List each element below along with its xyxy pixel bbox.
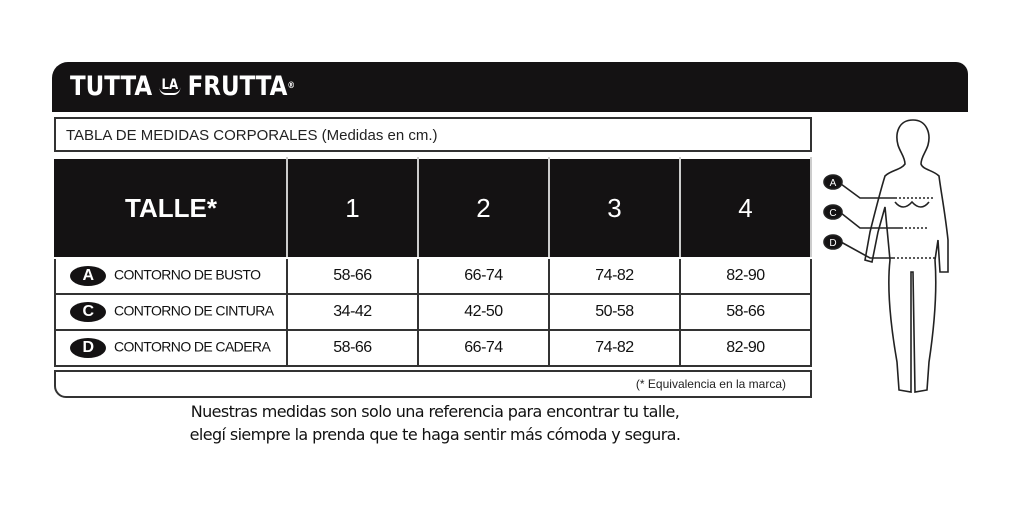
table-cell: 82-90	[679, 257, 812, 295]
svg-text:A: A	[830, 178, 837, 189]
table-row: D CONTORNO DE CADERA 58-66 66-74 74-82 82…	[54, 329, 812, 367]
brand-header-bar	[52, 62, 968, 112]
table-cell: 58-66	[679, 293, 812, 331]
chart-title: TABLA DE MEDIDAS CORPORALES (Medidas en …	[54, 117, 812, 152]
svg-text:D: D	[829, 238, 836, 249]
footnote-box: (* Equivalencia en la marca)	[54, 370, 812, 398]
body-outline	[864, 119, 949, 393]
table-cell: 74-82	[548, 257, 681, 295]
row-label-text: CONTORNO DE BUSTO	[114, 266, 261, 283]
body-figure-illustration: A C D	[823, 119, 949, 393]
svg-text:C: C	[829, 208, 836, 219]
table-cell: 66-74	[417, 329, 550, 367]
table-cell: 42-50	[417, 293, 550, 331]
size-header-label: TALLE*	[54, 157, 288, 259]
brand-logo: TUTTA LA FRUTTA ®	[70, 66, 295, 106]
size-header: 3	[548, 157, 681, 259]
bust-curves	[894, 200, 930, 208]
note-line: Nuestras medidas son solo una referencia…	[190, 402, 680, 421]
table-cell: 58-66	[286, 257, 419, 295]
logo-text-mid: LA	[158, 77, 181, 95]
table-cell: 66-74	[417, 257, 550, 295]
figure-marker-c: C	[823, 204, 843, 220]
badge-d: D	[70, 338, 106, 358]
table-row: C CONTORNO DE CINTURA 34-42 42-50 50-58 5…	[54, 293, 812, 331]
size-header: 2	[417, 157, 550, 259]
row-label: D CONTORNO DE CADERA	[54, 329, 288, 367]
note-line: elegí siempre la prenda que te haga sent…	[189, 425, 681, 444]
size-table: TALLE* 1 2 3 4 A CONTORNO DE BUSTO 58-66 …	[54, 157, 812, 367]
row-label-text: CONTORNO DE CINTURA	[114, 302, 274, 319]
logo-text-left: TUTTA	[70, 70, 153, 102]
table-cell: 50-58	[548, 293, 681, 331]
badge-c: C	[70, 302, 106, 322]
table-cell: 34-42	[286, 293, 419, 331]
size-header: 4	[679, 157, 812, 259]
registered-mark: ®	[287, 81, 296, 91]
badge-a: A	[70, 266, 106, 286]
leader-lines	[840, 183, 901, 259]
table-cell: 82-90	[679, 329, 812, 367]
table-cell: 74-82	[548, 329, 681, 367]
footnote: (* Equivalencia en la marca)	[635, 377, 786, 391]
figure-marker-d: D	[823, 234, 843, 250]
figure-marker-a: A	[823, 174, 843, 190]
table-row: A CONTORNO DE BUSTO 58-66 66-74 74-82 82-…	[54, 257, 812, 295]
row-label: C CONTORNO DE CINTURA	[54, 293, 288, 331]
table-cell: 58-66	[286, 329, 419, 367]
row-label-text: CONTORNO DE CADERA	[114, 338, 271, 355]
logo-text-right: FRUTTA	[187, 70, 288, 102]
size-header: 1	[286, 157, 419, 259]
table-header-row: TALLE* 1 2 3 4	[54, 157, 812, 259]
row-label: A CONTORNO DE BUSTO	[54, 257, 288, 295]
